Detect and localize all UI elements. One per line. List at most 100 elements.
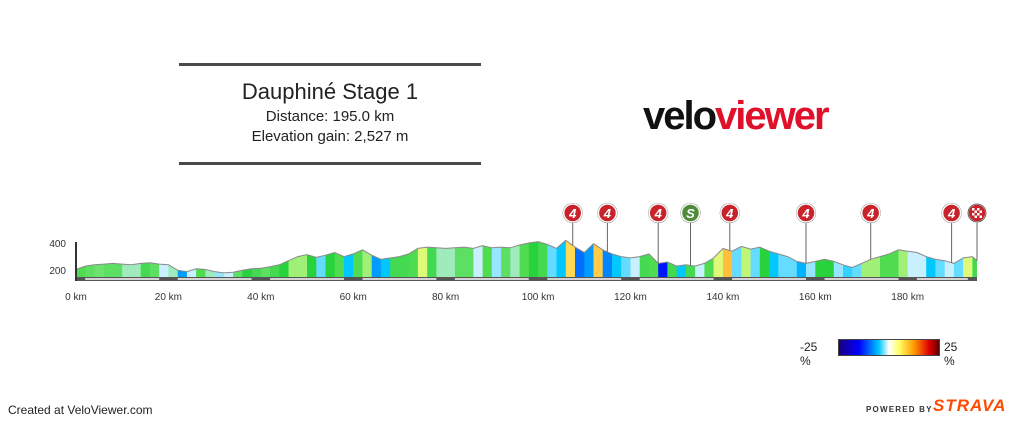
gradient-band (344, 240, 354, 277)
climb-marker-label: 4 (725, 206, 734, 221)
gradient-band (889, 240, 899, 277)
y-axis: 200 400 (49, 239, 77, 281)
gradient-band (436, 240, 447, 277)
gradient-band (464, 240, 474, 277)
stage-title: Dauphiné Stage 1 (241, 79, 419, 104)
climb-category-marker: 4 (597, 203, 618, 223)
gradient-band (935, 240, 946, 277)
gradient-band (482, 240, 493, 277)
title-bottom-rule (179, 162, 481, 165)
x-tick-label: 120 km (614, 292, 647, 303)
gradient-band (575, 240, 585, 277)
climb-marker-label: S (686, 206, 695, 221)
gradient-band (547, 240, 558, 277)
elevation-profile-chart: 200 400 0 km 20 km 40 km 60 km 80 km 100 km 120… (49, 203, 987, 303)
stage-distance: Distance: 195.0 km (265, 108, 395, 125)
y-tick-label: 400 (49, 239, 66, 250)
gradient-band (528, 240, 539, 277)
gradient-band (381, 240, 391, 277)
gradient-band (963, 240, 973, 277)
climb-category-marker: 4 (719, 203, 740, 223)
gradient-band (371, 240, 382, 277)
x-tick-label: 0 km (65, 292, 87, 303)
gradient-band (316, 240, 327, 277)
gradient-band (916, 240, 927, 277)
climb-marker-label: 4 (947, 206, 956, 221)
gradient-band (279, 240, 290, 277)
gradient-band (630, 240, 641, 277)
credit-text: Created at VeloViewer.com (8, 403, 153, 417)
gradient-band (223, 240, 234, 277)
gradient-band (131, 240, 142, 277)
gradient-band (538, 240, 548, 277)
x-tick-label: 100 km (522, 292, 555, 303)
climb-category-marker: 4 (562, 203, 583, 223)
gradient-band (750, 240, 761, 277)
x-tick-label: 20 km (155, 292, 182, 303)
climb-category-marker: 4 (941, 203, 962, 223)
gradient-band (445, 240, 456, 277)
legend-max-label: 25 % (944, 340, 958, 368)
gradient-band (196, 240, 206, 277)
gradient-band (491, 240, 502, 277)
climb-category-marker: 4 (796, 203, 816, 223)
gradient-band (870, 240, 881, 277)
powered-by-label: POWERED BY (866, 405, 933, 414)
gradient-band (593, 240, 604, 277)
climb-marker-label: 4 (568, 206, 577, 221)
veloviewer-logo: veloviewer (643, 94, 830, 138)
gradient-band (667, 240, 678, 277)
gradient-band (214, 240, 225, 277)
gradient-band (427, 240, 437, 277)
x-tick-label: 160 km (799, 292, 832, 303)
gradient-band (741, 240, 752, 277)
gradient-band (565, 240, 576, 277)
climb-category-marker: 4 (648, 203, 669, 223)
gradient-band (852, 240, 862, 277)
gradient-band (732, 240, 742, 277)
gradient-band (85, 240, 95, 277)
x-tick-label: 40 km (247, 292, 274, 303)
logo-part-viewer: viewer (715, 94, 830, 138)
gradient-band (584, 240, 595, 277)
gradient-band (307, 240, 317, 277)
gradient-band (898, 240, 909, 277)
gradient-band (815, 240, 826, 277)
gradient-band (270, 240, 280, 277)
climb-marker-label: 4 (603, 206, 612, 221)
gradient-band (704, 240, 715, 277)
gradient-band (621, 240, 631, 277)
gradient-band (759, 240, 770, 277)
gradient-band (833, 240, 844, 277)
gradient-band (251, 240, 262, 277)
gradient-band (501, 240, 511, 277)
gradient-band (648, 240, 659, 277)
gradient-band (639, 240, 650, 277)
gradient-band (260, 240, 271, 277)
y-tick-label: 200 (49, 266, 66, 277)
gradient-band (806, 240, 816, 277)
gradient-band (944, 240, 955, 277)
gradient-band (676, 240, 687, 277)
climb-marker-lines (572, 222, 978, 266)
gradient-band (824, 240, 835, 277)
gradient-bands (76, 240, 977, 277)
gradient-band (399, 240, 410, 277)
climb-marker-label: 4 (654, 206, 663, 221)
gradient-band (612, 240, 622, 277)
climb-marker-label: 4 (866, 206, 875, 221)
x-tick-label: 140 km (707, 292, 740, 303)
gradient-band (796, 240, 807, 277)
x-tick-label: 80 km (432, 292, 459, 303)
gradient-band (362, 240, 373, 277)
gradient-band (149, 240, 160, 277)
gradient-band (76, 240, 86, 277)
gradient-band (769, 240, 779, 277)
gradient-band (519, 240, 530, 277)
x-tick-label: 60 km (340, 292, 367, 303)
gradient-band (556, 240, 567, 277)
gradient-band (140, 240, 151, 277)
x-tick-label: 180 km (891, 292, 924, 303)
gradient-band (103, 240, 114, 277)
climb-category-marker: 4 (860, 203, 881, 223)
